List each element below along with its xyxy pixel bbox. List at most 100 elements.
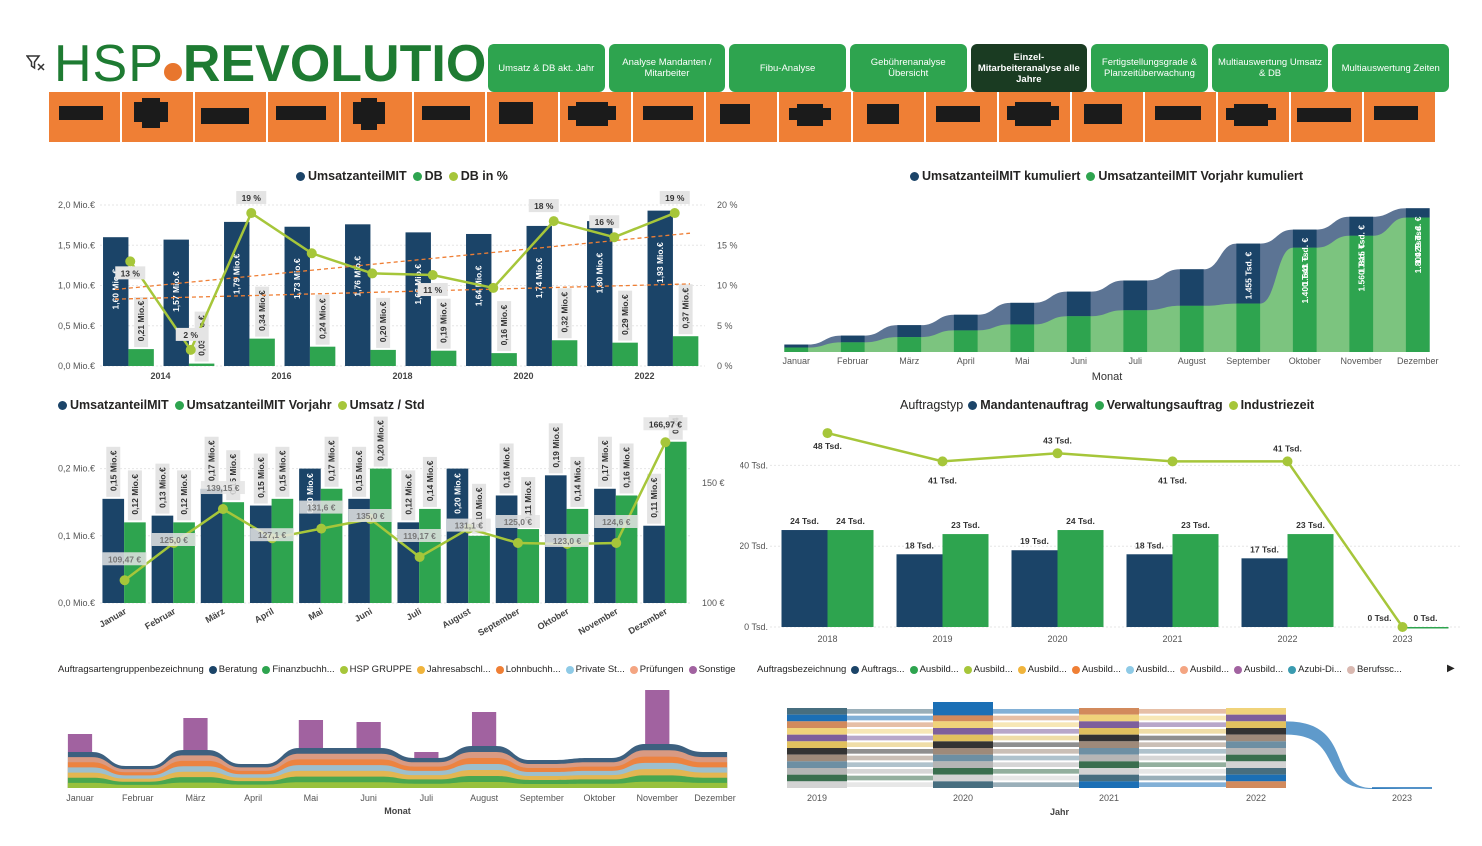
line-point (669, 208, 680, 219)
employee-slicer-item[interactable] (1291, 92, 1364, 142)
legend-item[interactable]: Auftrags... (851, 664, 905, 675)
data-label-bg (643, 417, 688, 431)
employee-slicer-item[interactable] (341, 92, 415, 142)
legend-item[interactable]: Ausbild... (1071, 664, 1121, 675)
employee-slicer-item[interactable] (487, 92, 561, 142)
legend-item[interactable]: Ausbild... (963, 664, 1013, 675)
legend-item[interactable]: Ausbild... (1179, 664, 1230, 675)
ribbon-flow (993, 709, 1079, 714)
employee-slicer-item[interactable] (1145, 92, 1218, 142)
ribbon-block (933, 761, 993, 768)
legend-item[interactable]: Berufssc... (1346, 664, 1402, 675)
data-label-bg (401, 470, 416, 521)
employee-slicer-item[interactable] (1364, 92, 1435, 142)
line-point (488, 282, 499, 293)
employee-slicer-item[interactable] (49, 92, 123, 142)
bar-value-label: 0,20 Mio.€ (452, 473, 462, 514)
bar-value-label: 0,12 Mio.€ (179, 474, 189, 515)
employee-slicer-item[interactable] (560, 92, 634, 142)
ribbon-sonstige (414, 752, 439, 758)
chart1-legend-item-umsatz[interactable]: UmsatzanteilMIT (296, 169, 407, 183)
legend-item[interactable]: HSP GRUPPE (339, 664, 412, 675)
employee-slicer-item[interactable] (268, 92, 342, 142)
x-tick-label: April (244, 793, 262, 803)
ribbon-block (1226, 734, 1286, 742)
employee-slicer-item[interactable] (853, 92, 926, 142)
employee-slicer-item[interactable] (195, 92, 269, 142)
employee-slicer-item[interactable] (414, 92, 488, 142)
nav-gebuehrenanalyse[interactable]: Gebührenanalyse Übersicht (849, 44, 967, 92)
legend-label: Ausbild... (1189, 664, 1230, 675)
legend-item[interactable]: Ausbild... (909, 664, 959, 675)
legend-item[interactable]: Ausbild... (1017, 664, 1067, 675)
nav-analyse-mandanten[interactable]: Analyse Mandanten / Mitarbeiter (608, 44, 726, 92)
chart3-legend-item-vorjahr[interactable]: UmsatzanteilMIT Vorjahr (174, 398, 332, 412)
bar-value-label: 0,17 Mio.€ (207, 440, 217, 481)
chart3-legend-item-std[interactable]: Umsatz / Std (337, 398, 425, 412)
nav-multiauswertung-zeiten[interactable]: Multiauswertung Zeiten (1332, 44, 1449, 92)
chart4-legend-item-mandant[interactable]: Mandantenauftrag (968, 398, 1089, 412)
bar-value-label: 17 Tsd. (1250, 544, 1279, 554)
ribbon-sonstige (471, 712, 497, 746)
legend-label: Industriezeit (1240, 398, 1315, 412)
legend-item[interactable]: Private St... (565, 664, 625, 675)
employee-slicer-item[interactable] (1218, 92, 1291, 142)
filter-clear-icon[interactable] (26, 54, 46, 72)
data-label-bg (397, 528, 442, 542)
legend-item[interactable]: Lohnbuchh... (495, 664, 561, 675)
bar-vorjahr (517, 529, 540, 603)
bar-value-label: 0,16 Mio.€ (622, 447, 632, 488)
legend-dot-icon (1288, 665, 1297, 674)
legend-label: DB (424, 169, 443, 183)
nav-einzel-mitarbeiteranalyse[interactable]: Einzel-Mitarbeiteranalyse alle Jahre (970, 44, 1088, 92)
employee-slicer-item[interactable] (122, 92, 196, 142)
employee-slicer-item[interactable] (1072, 92, 1145, 142)
nav-umsatz-db[interactable]: Umsatz & DB akt. Jahr (488, 44, 605, 92)
legend-item[interactable]: Beratung (208, 664, 257, 675)
line-point (1397, 622, 1408, 632)
ribbon-flow (1139, 722, 1226, 727)
legend-item[interactable]: Finanzbuchh... (262, 664, 335, 675)
legend-item[interactable]: Ausbild... (1125, 664, 1175, 675)
bar-value-label: 0,17 Mio.€ (600, 440, 610, 481)
chart2-legend-item-kumuliert[interactable]: UmsatzanteilMIT kumuliert (910, 169, 1080, 183)
employee-slicer-item[interactable] (926, 92, 999, 142)
nav-fertigstellungsgrade[interactable]: Fertigstellungsgrade & Planzeitüberwachu… (1091, 44, 1208, 92)
bar-db (309, 346, 336, 366)
y-tick-label: 2,0 Mio.€ (58, 200, 95, 210)
employee-slicer-item[interactable] (779, 92, 853, 142)
legend-item[interactable]: Prüfungen (629, 664, 684, 675)
bar-value-label: 1,76 Mio.€ (353, 256, 363, 297)
ribbon-flow (1139, 729, 1226, 734)
chart4-legend-item-verwaltung[interactable]: Verwaltungsauftrag (1094, 398, 1223, 412)
data-label-bg (177, 470, 192, 521)
nav-fibu-analyse[interactable]: Fibu-Analyse (729, 44, 846, 92)
ribbon-block (1079, 708, 1139, 715)
ribbon-flow (1139, 715, 1226, 721)
ribbon-flow (993, 762, 1079, 767)
legend-item[interactable]: Jahresabschl... (416, 664, 491, 675)
chart3-legend-item-umsatz[interactable]: UmsatzanteilMIT (58, 398, 169, 412)
chart1-legend-item-db-pct[interactable]: DB in % (448, 169, 508, 183)
chart4-legend-item-industrie[interactable]: Industriezeit (1228, 398, 1315, 412)
legend-label: Finanzbuchh... (272, 664, 335, 675)
point-value-label: 124,6 € (602, 517, 631, 527)
employee-slicer-item[interactable] (999, 92, 1072, 142)
legend-label: Auftrags... (861, 664, 905, 675)
chart1-legend-item-db[interactable]: DB (412, 169, 443, 183)
bar-value-label: 23 Tsd. (1296, 520, 1325, 530)
legend-item[interactable]: Azubi-Di... (1288, 664, 1342, 675)
bar-value-label: 1,93 Mio.€ (655, 242, 665, 283)
legend-item[interactable]: Ausbild... (1234, 664, 1283, 675)
nav-multiauswertung-umsatz[interactable]: Multiauswertung Umsatz & DB (1211, 44, 1329, 92)
bar-kumuliert (1010, 302, 1035, 325)
employee-slicer-item[interactable] (706, 92, 780, 142)
legend-next-arrow-icon[interactable]: ▶ (1447, 663, 1455, 674)
bar-umsatz (163, 239, 189, 366)
employee-slicer-item[interactable] (633, 92, 707, 142)
chart2-legend-item-vorjahr[interactable]: UmsatzanteilMIT Vorjahr kumuliert (1086, 169, 1303, 183)
bar-vorjahr (1292, 247, 1317, 352)
legend-item[interactable]: Sonstige (688, 664, 736, 675)
ribbon-block (933, 781, 993, 788)
y2-tick-label: 20 % (717, 200, 738, 210)
